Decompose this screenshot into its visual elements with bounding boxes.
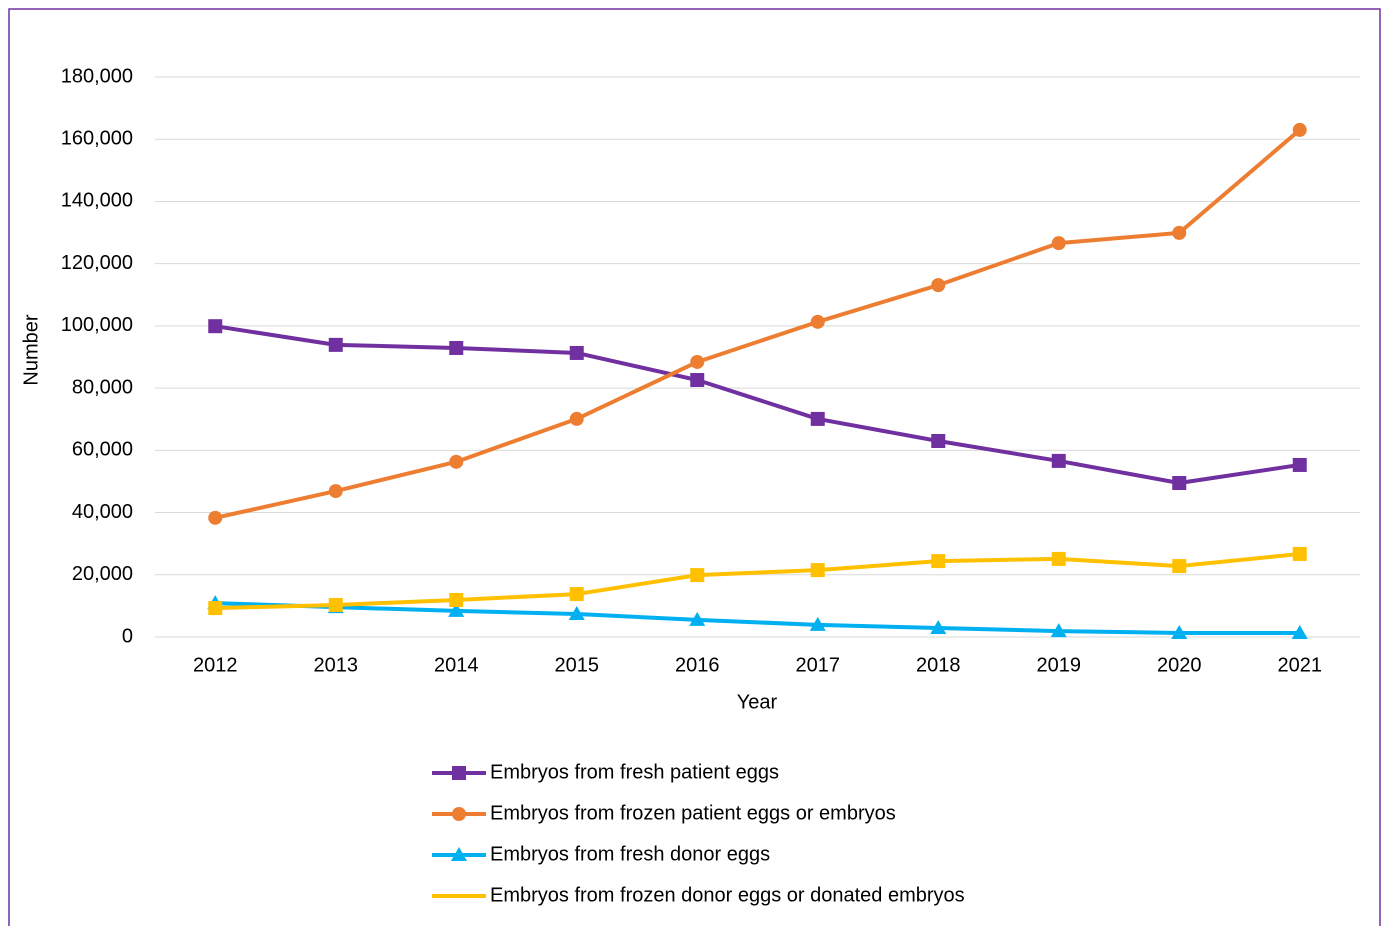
- marker: [810, 411, 825, 426]
- marker: [1292, 122, 1307, 137]
- y-tick-label: 60,000: [72, 439, 133, 461]
- marker: [810, 314, 825, 329]
- marker: [690, 354, 705, 369]
- marker: [451, 847, 467, 861]
- x-tick-label: 2014: [434, 654, 479, 676]
- marker: [931, 434, 946, 448]
- marker: [810, 563, 825, 578]
- marker: [1292, 546, 1307, 561]
- marker: [208, 510, 223, 525]
- marker: [328, 484, 343, 499]
- marker: [1172, 476, 1187, 490]
- y-tick-label: 180,000: [61, 65, 133, 87]
- x-tick-label: 2019: [1037, 654, 1082, 676]
- marker: [1051, 551, 1066, 566]
- chart-frame: [8, 8, 1381, 926]
- marker: [1171, 624, 1188, 639]
- marker: [1051, 236, 1066, 251]
- x-tick-label: 2013: [314, 654, 359, 676]
- series-line: [215, 601, 1300, 635]
- y-tick-label: 140,000: [61, 190, 133, 212]
- x-tick-label: 2012: [193, 654, 238, 676]
- marker: [809, 616, 826, 631]
- legend-label: Embryos from frozen donor eggs or donate…: [490, 884, 965, 906]
- marker: [1291, 624, 1308, 639]
- marker: [1172, 559, 1187, 574]
- y-tick-label: 100,000: [61, 314, 133, 336]
- y-tick-label: 20,000: [72, 563, 133, 585]
- series-line: [214, 324, 1301, 485]
- x-tick-label: 2016: [675, 654, 720, 676]
- marker: [930, 619, 947, 634]
- marker: [690, 373, 705, 388]
- marker: [1292, 457, 1307, 472]
- x-tick-label: 2020: [1157, 654, 1202, 676]
- x-tick-label: 2017: [796, 654, 841, 676]
- marker: [931, 278, 946, 293]
- y-axis-label: Number: [20, 314, 42, 385]
- marker: [328, 337, 343, 352]
- y-tick-label: 160,000: [61, 128, 133, 150]
- marker: [449, 454, 464, 469]
- marker: [689, 611, 706, 626]
- y-tick-label: 80,000: [72, 376, 133, 398]
- marker: [568, 605, 585, 620]
- marker: [569, 587, 584, 602]
- marker: [452, 766, 466, 780]
- marker: [449, 340, 464, 355]
- marker: [208, 601, 223, 616]
- marker: [1050, 623, 1067, 638]
- marker: [1051, 453, 1066, 468]
- legend-label: Embryos from fresh patient eggs: [490, 761, 779, 783]
- marker: [569, 411, 584, 426]
- legend-label: Embryos from fresh donor eggs: [490, 843, 770, 865]
- x-tick-label: 2015: [555, 654, 600, 676]
- marker: [1172, 225, 1187, 240]
- marker: [208, 319, 223, 334]
- x-axis-label: Year: [737, 691, 778, 713]
- y-tick-label: 0: [122, 625, 133, 647]
- y-tick-label: 120,000: [61, 252, 133, 274]
- x-tick-label: 2021: [1278, 654, 1323, 676]
- marker: [569, 345, 584, 360]
- legend-label: Embryos from frozen patient eggs or embr…: [490, 802, 896, 824]
- marker: [448, 602, 465, 617]
- y-tick-label: 40,000: [72, 501, 133, 523]
- marker: [931, 554, 946, 569]
- x-tick-label: 2018: [916, 654, 961, 676]
- marker: [452, 807, 466, 821]
- series-line: [214, 128, 1302, 520]
- marker: [449, 592, 464, 607]
- marker: [690, 568, 705, 583]
- series-line: [215, 551, 1300, 611]
- marker: [328, 597, 343, 612]
